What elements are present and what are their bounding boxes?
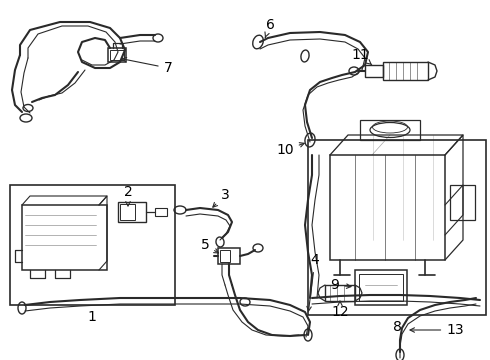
Bar <box>359 274 403 301</box>
Bar <box>218 248 240 264</box>
Bar <box>155 208 167 216</box>
Text: 2: 2 <box>123 185 132 206</box>
Bar <box>108 48 126 62</box>
Text: 6: 6 <box>265 18 274 37</box>
Text: 11: 11 <box>351 48 372 65</box>
Text: 1: 1 <box>88 310 97 324</box>
Text: 7: 7 <box>122 58 172 75</box>
Bar <box>383 62 428 80</box>
Bar <box>120 204 135 220</box>
Bar <box>355 270 407 305</box>
Bar <box>22 205 107 270</box>
Bar <box>360 120 420 140</box>
Bar <box>325 285 355 301</box>
Text: 3: 3 <box>213 188 229 207</box>
Text: 12: 12 <box>331 301 349 319</box>
Bar <box>450 185 475 220</box>
Bar <box>365 65 383 77</box>
Text: 10: 10 <box>276 143 304 157</box>
Bar <box>308 140 486 315</box>
Text: 5: 5 <box>200 238 219 253</box>
Text: 13: 13 <box>410 323 464 337</box>
Bar <box>220 250 230 262</box>
Bar <box>110 50 124 60</box>
Bar <box>10 185 175 305</box>
Bar <box>330 155 445 260</box>
Text: 8: 8 <box>392 320 401 334</box>
Bar <box>118 202 146 222</box>
Text: 4: 4 <box>307 253 319 311</box>
Text: 9: 9 <box>331 278 351 292</box>
